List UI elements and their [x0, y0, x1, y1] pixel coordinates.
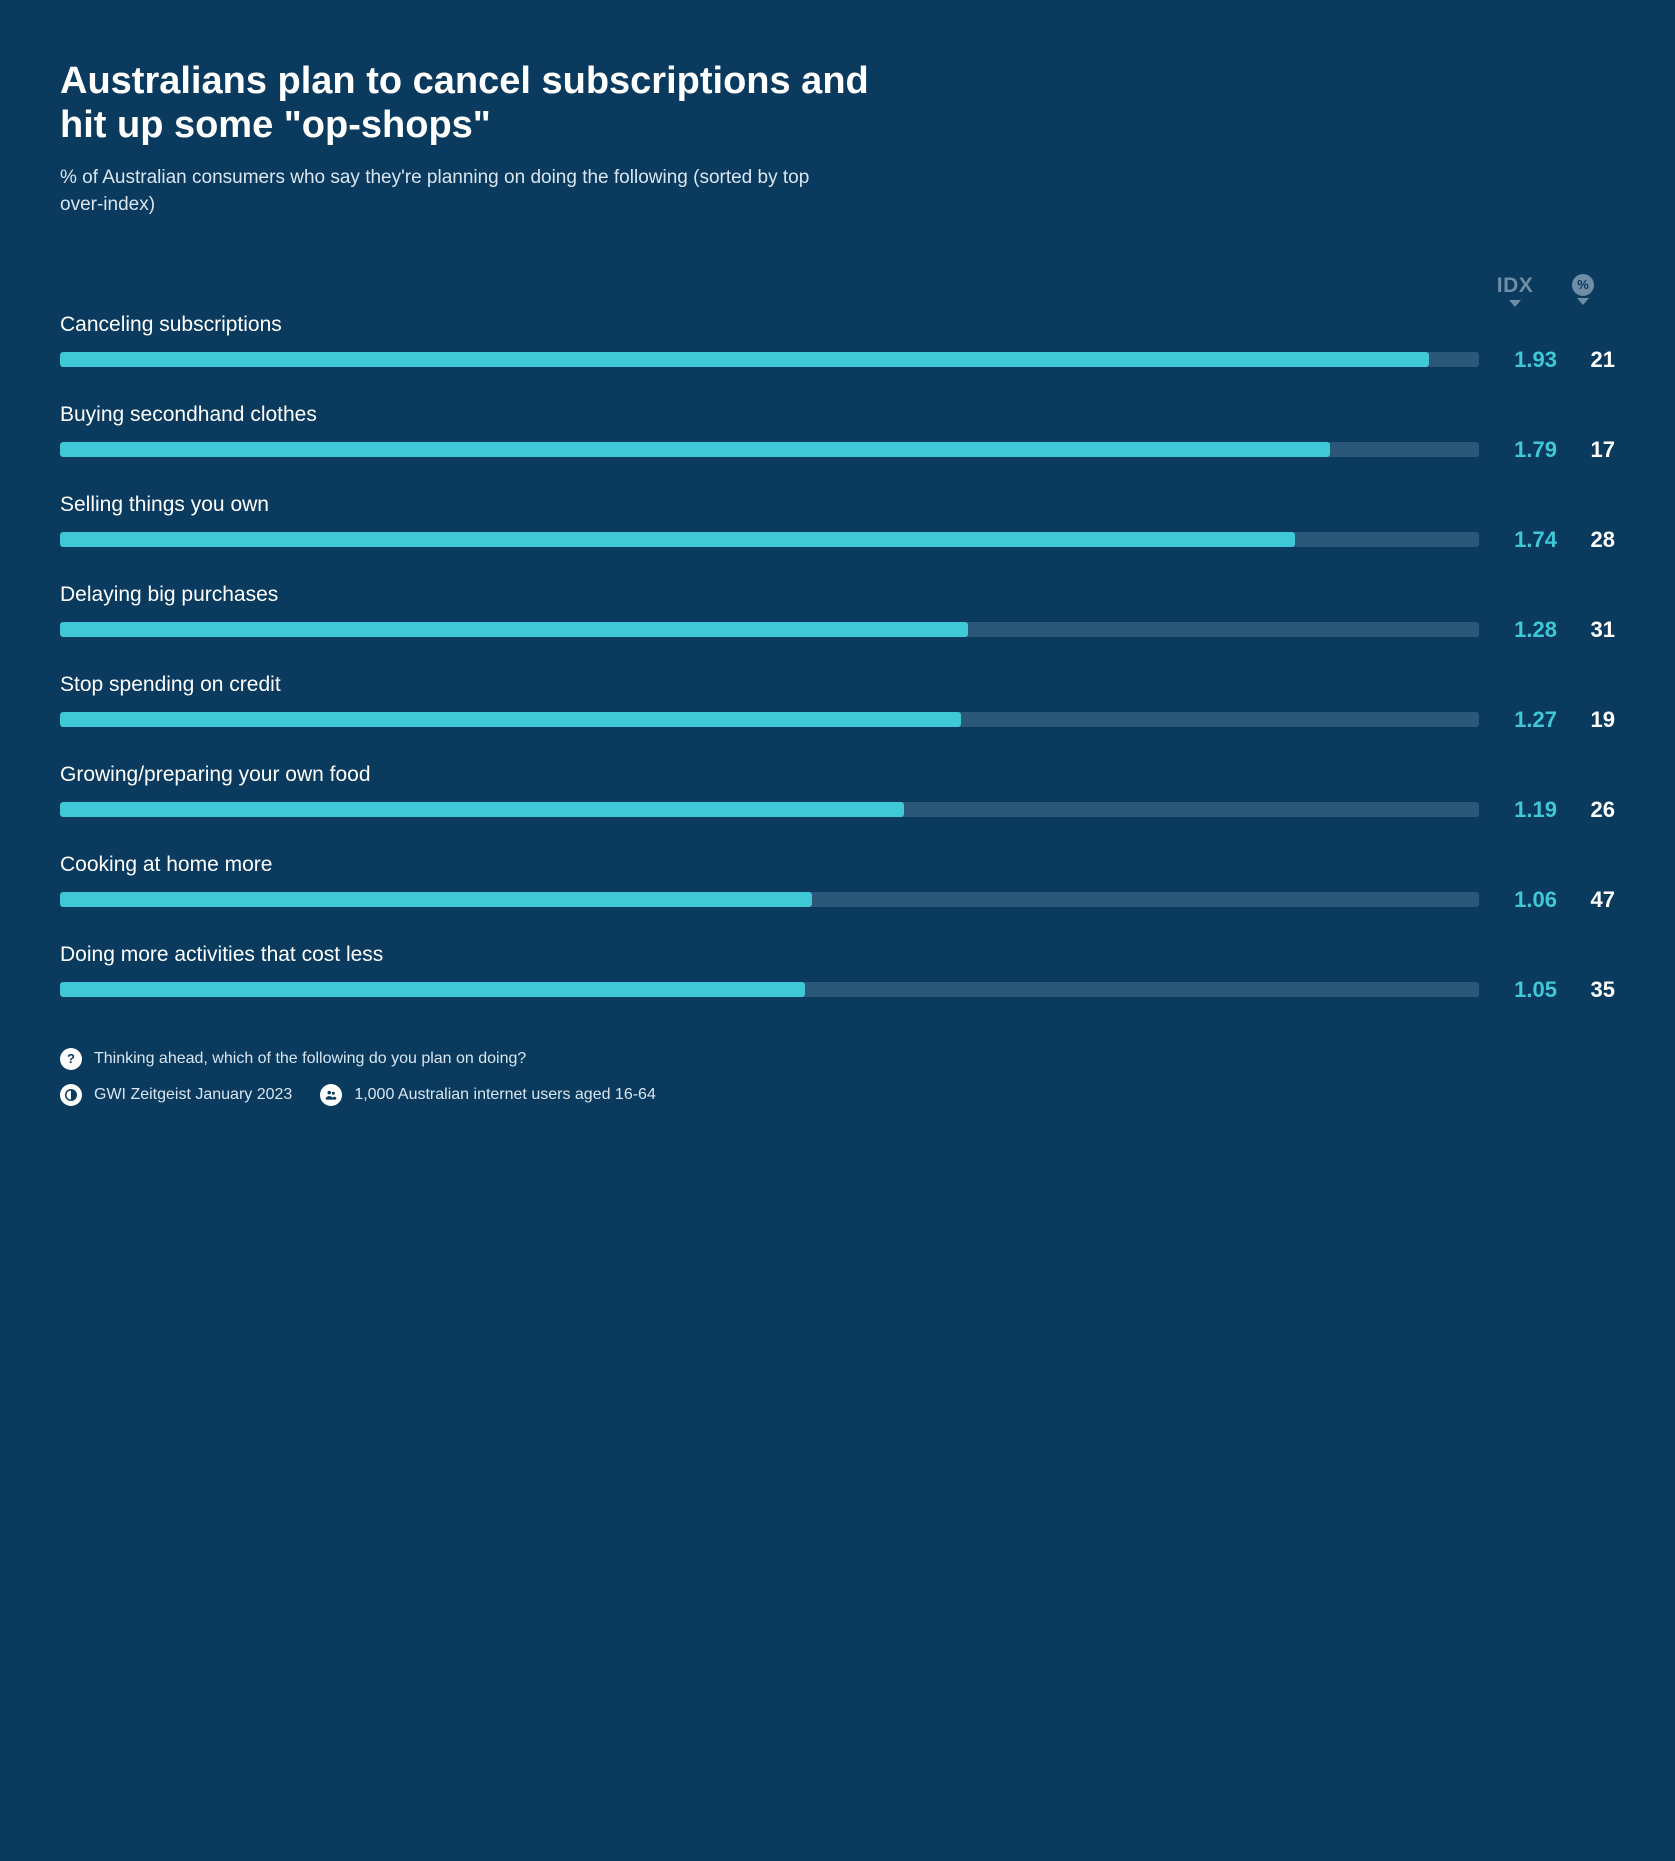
chart-subtitle: % of Australian consumers who say they'r… — [60, 165, 820, 218]
pct-value: 35 — [1565, 977, 1615, 1003]
bar-track — [60, 352, 1479, 367]
idx-value: 1.05 — [1497, 977, 1557, 1003]
question-icon: ? — [60, 1048, 82, 1070]
idx-value: 1.19 — [1497, 797, 1557, 823]
bar-label: Doing more activities that cost less — [60, 943, 1615, 967]
idx-column-header: IDX — [1485, 274, 1545, 307]
chart-title: Australians plan to cancel subscriptions… — [60, 60, 920, 147]
bar-fill — [60, 712, 961, 727]
bar-label: Cooking at home more — [60, 853, 1615, 877]
bar-track — [60, 712, 1479, 727]
bar-line: 1.93 21 — [60, 347, 1615, 373]
bar-label: Growing/preparing your own food — [60, 763, 1615, 787]
sample-text: 1,000 Australian internet users aged 16-… — [354, 1086, 656, 1104]
idx-value: 1.28 — [1497, 617, 1557, 643]
people-icon — [320, 1084, 342, 1106]
bars-container: Canceling subscriptions 1.93 21 Buying seco… — [60, 313, 1615, 1003]
pct-value: 31 — [1565, 617, 1615, 643]
bar-track — [60, 442, 1479, 457]
bar-row: Cooking at home more 1.06 47 — [60, 853, 1615, 913]
source-text: GWI Zeitgeist January 2023 — [94, 1086, 292, 1104]
pct-column-header: % — [1553, 274, 1613, 307]
bar-row: Selling things you own 1.74 28 — [60, 493, 1615, 553]
bar-row: Doing more activities that cost less 1.05… — [60, 943, 1615, 1003]
bar-label: Stop spending on credit — [60, 673, 1615, 697]
bar-label: Buying secondhand clothes — [60, 403, 1615, 427]
bar-fill — [60, 352, 1429, 367]
bar-fill — [60, 622, 968, 637]
footer-question: ? Thinking ahead, which of the following… — [60, 1048, 526, 1070]
bar-fill — [60, 802, 904, 817]
bar-line: 1.28 31 — [60, 617, 1615, 643]
bar-label: Delaying big purchases — [60, 583, 1615, 607]
idx-value: 1.06 — [1497, 887, 1557, 913]
bar-row: Buying secondhand clothes 1.79 17 — [60, 403, 1615, 463]
sort-descending-icon — [1509, 300, 1521, 307]
bar-line: 1.05 35 — [60, 977, 1615, 1003]
percent-icon: % — [1572, 274, 1594, 296]
chart-area: IDX % Canceling subscriptions 1.93 21 Buyin… — [60, 274, 1615, 1003]
chart-footer: ? Thinking ahead, which of the following… — [60, 1048, 1615, 1106]
bar-row: Growing/preparing your own food 1.19 26 — [60, 763, 1615, 823]
idx-value: 1.74 — [1497, 527, 1557, 553]
bar-line: 1.27 19 — [60, 707, 1615, 733]
bar-label: Canceling subscriptions — [60, 313, 1615, 337]
bar-track — [60, 622, 1479, 637]
footer-source: GWI Zeitgeist January 2023 — [60, 1084, 292, 1106]
pct-value: 28 — [1565, 527, 1615, 553]
bar-line: 1.74 28 — [60, 527, 1615, 553]
pct-value: 26 — [1565, 797, 1615, 823]
bar-row: Delaying big purchases 1.28 31 — [60, 583, 1615, 643]
pct-value: 19 — [1565, 707, 1615, 733]
idx-value: 1.27 — [1497, 707, 1557, 733]
bar-row: Canceling subscriptions 1.93 21 — [60, 313, 1615, 373]
bar-fill — [60, 532, 1295, 547]
idx-value: 1.93 — [1497, 347, 1557, 373]
bar-line: 1.19 26 — [60, 797, 1615, 823]
bar-line: 1.79 17 — [60, 437, 1615, 463]
question-text: Thinking ahead, which of the following d… — [94, 1050, 526, 1068]
source-icon — [60, 1084, 82, 1106]
bar-fill — [60, 892, 812, 907]
bar-track — [60, 802, 1479, 817]
pct-value: 47 — [1565, 887, 1615, 913]
sort-descending-icon — [1577, 298, 1589, 305]
column-headers: IDX % — [60, 274, 1615, 307]
bar-track — [60, 532, 1479, 547]
bar-row: Stop spending on credit 1.27 19 — [60, 673, 1615, 733]
bar-line: 1.06 47 — [60, 887, 1615, 913]
footer-sample: 1,000 Australian internet users aged 16-… — [320, 1084, 656, 1106]
pct-value: 17 — [1565, 437, 1615, 463]
bar-label: Selling things you own — [60, 493, 1615, 517]
idx-label: IDX — [1497, 274, 1534, 298]
bar-track — [60, 892, 1479, 907]
bar-fill — [60, 982, 805, 997]
bar-track — [60, 982, 1479, 997]
bar-fill — [60, 442, 1330, 457]
idx-value: 1.79 — [1497, 437, 1557, 463]
pct-value: 21 — [1565, 347, 1615, 373]
